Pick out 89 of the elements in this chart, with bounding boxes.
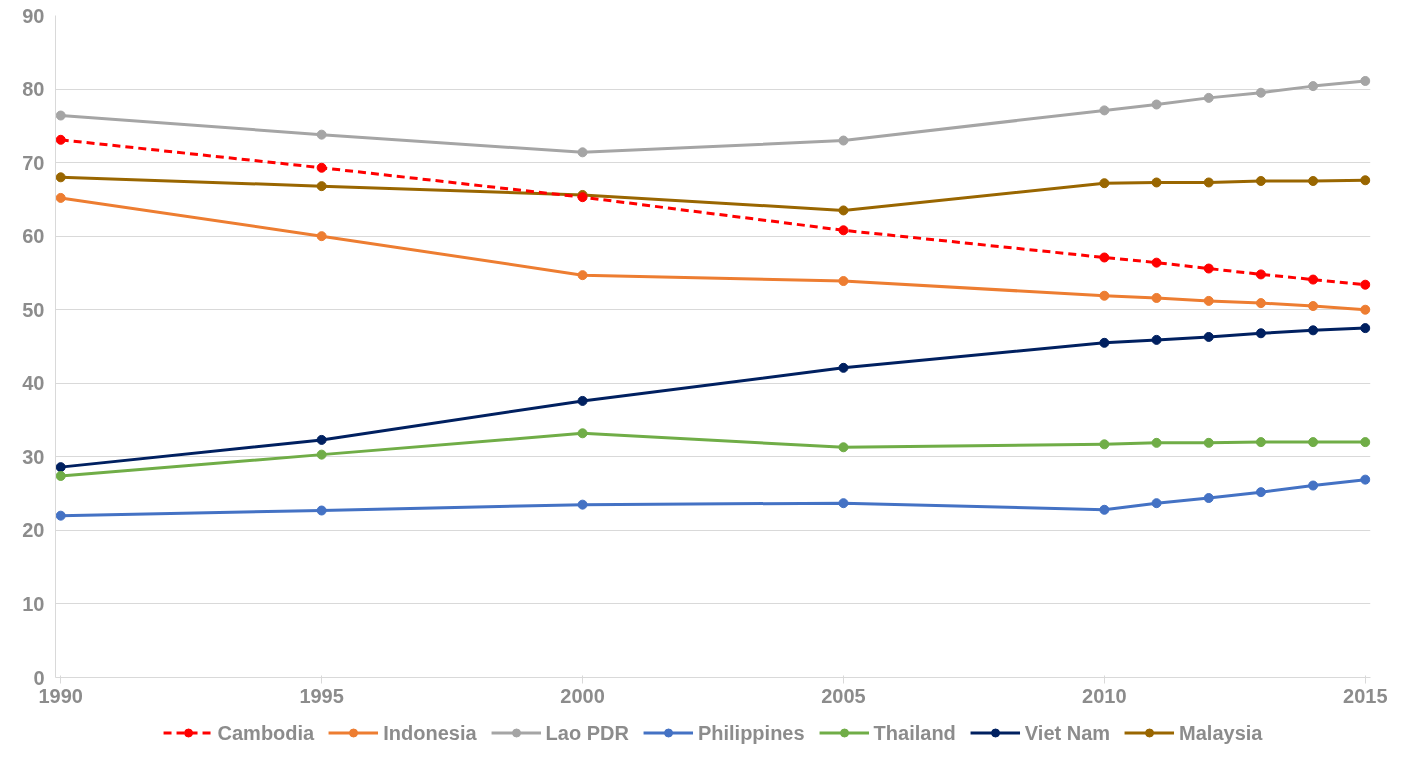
point <box>1360 279 1371 290</box>
y-tick-label: 40 <box>22 372 45 395</box>
point <box>1308 81 1319 92</box>
point <box>1099 439 1110 450</box>
point <box>577 499 588 510</box>
point <box>577 395 588 406</box>
point <box>1203 177 1214 188</box>
point <box>1099 504 1110 515</box>
point <box>1099 252 1110 263</box>
point <box>316 162 327 173</box>
y-tick-label: 50 <box>22 298 45 321</box>
point <box>577 147 588 158</box>
point <box>1308 325 1319 336</box>
y-tick-label: 60 <box>22 225 45 248</box>
point <box>1255 269 1266 280</box>
y-tick-label: 20 <box>22 519 45 542</box>
legend-label: Philippines <box>697 721 805 744</box>
point <box>316 231 327 242</box>
point <box>838 362 849 373</box>
point <box>316 181 327 192</box>
point <box>1255 328 1266 339</box>
point <box>1151 257 1162 268</box>
y-tick-label: 70 <box>22 151 45 174</box>
point <box>1203 263 1214 274</box>
point <box>1099 337 1110 348</box>
y-tick-label: 30 <box>22 445 45 468</box>
point <box>577 270 588 281</box>
point <box>1099 290 1110 301</box>
point <box>1151 334 1162 345</box>
point <box>316 434 327 445</box>
point <box>55 134 66 145</box>
legend-label: Lao PDR <box>545 721 629 744</box>
point <box>55 172 66 183</box>
legend-label: Cambodia <box>217 721 315 744</box>
point <box>1360 304 1371 315</box>
point <box>316 129 327 140</box>
point <box>1203 295 1214 306</box>
y-tick-label: 90 <box>22 4 45 27</box>
point <box>1360 437 1371 448</box>
point <box>1308 176 1319 186</box>
x-tick-label: 2005 <box>821 684 866 707</box>
point <box>1203 493 1214 504</box>
x-tick-label: 1995 <box>299 684 344 707</box>
y-tick-label: 80 <box>22 78 45 101</box>
point <box>1360 75 1371 86</box>
point <box>577 428 588 439</box>
point <box>1308 480 1319 491</box>
x-tick-label: 2010 <box>1082 684 1127 707</box>
point <box>1099 178 1110 189</box>
point <box>316 449 327 460</box>
point <box>1255 298 1266 309</box>
point <box>55 510 66 521</box>
point <box>1203 92 1214 103</box>
point <box>1151 498 1162 509</box>
point <box>1203 437 1214 448</box>
point <box>1308 274 1319 285</box>
point <box>1151 437 1162 448</box>
legend-label: Indonesia <box>383 721 477 744</box>
point <box>1360 474 1371 485</box>
point <box>1099 105 1110 116</box>
point <box>1151 177 1162 188</box>
point <box>55 192 66 203</box>
point <box>1360 175 1371 186</box>
legend-label: Viet Nam <box>1024 721 1111 744</box>
point <box>838 205 849 216</box>
point <box>1360 323 1371 334</box>
point <box>316 505 327 516</box>
point <box>1255 437 1266 448</box>
point <box>838 135 849 146</box>
point <box>838 276 849 287</box>
x-tick-label: 2015 <box>1343 684 1388 707</box>
y-tick-label: 10 <box>22 592 45 615</box>
legend-label: Thailand <box>873 721 956 744</box>
point <box>1308 437 1319 448</box>
point <box>1255 487 1266 498</box>
point <box>1255 87 1266 98</box>
x-tick-label: 2000 <box>560 684 605 707</box>
point <box>55 110 66 121</box>
point <box>838 498 849 509</box>
legend-label: Malaysia <box>1179 721 1263 744</box>
point <box>1255 176 1266 186</box>
point <box>838 225 849 236</box>
point <box>1308 301 1319 312</box>
point <box>1151 292 1162 303</box>
point <box>1151 99 1162 110</box>
point <box>55 470 66 481</box>
point <box>1203 331 1214 342</box>
point <box>55 462 66 473</box>
point <box>838 442 849 453</box>
